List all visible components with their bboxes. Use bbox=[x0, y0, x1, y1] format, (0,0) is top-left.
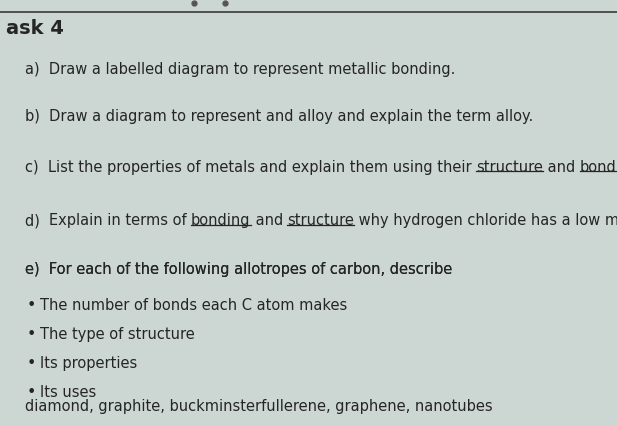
Text: bondi: bondi bbox=[579, 160, 617, 175]
Text: b)  Draw a diagram to represent and alloy and explain the term alloy.: b) Draw a diagram to represent and alloy… bbox=[25, 109, 533, 124]
Text: Its properties: Its properties bbox=[40, 356, 138, 371]
Text: structure: structure bbox=[476, 160, 543, 175]
Text: a)  Draw a labelled diagram to represent metallic bonding.: a) Draw a labelled diagram to represent … bbox=[25, 62, 455, 77]
Text: Explain in terms of: Explain in terms of bbox=[49, 213, 191, 228]
Text: ask 4: ask 4 bbox=[6, 19, 64, 38]
Text: structure: structure bbox=[288, 213, 354, 228]
Text: The number of bonds each C atom makes: The number of bonds each C atom makes bbox=[40, 298, 347, 313]
Text: •: • bbox=[27, 327, 36, 342]
Text: d): d) bbox=[25, 213, 49, 228]
Text: The type of structure: The type of structure bbox=[40, 327, 195, 342]
Text: List the properties of metals and explain them using their: List the properties of metals and explai… bbox=[48, 160, 476, 175]
Text: Its uses: Its uses bbox=[40, 385, 96, 400]
Text: •: • bbox=[27, 385, 36, 400]
Text: diamond, graphite, buckminsterfullerene, graphene, nanotubes: diamond, graphite, buckminsterfullerene,… bbox=[25, 399, 492, 414]
Text: e)  For each of the following allotropes of carbon, describe: e) For each of the following allotropes … bbox=[25, 262, 452, 277]
Text: and: and bbox=[543, 160, 579, 175]
Text: c): c) bbox=[25, 160, 48, 175]
Text: •: • bbox=[27, 356, 36, 371]
Text: and: and bbox=[251, 213, 288, 228]
Text: why hydrogen chloride has a low m: why hydrogen chloride has a low m bbox=[354, 213, 617, 228]
Text: e)  For each of the following allotropes of carbon, describe: e) For each of the following allotropes … bbox=[25, 262, 452, 277]
Text: •: • bbox=[27, 298, 36, 313]
Text: bonding: bonding bbox=[191, 213, 251, 228]
